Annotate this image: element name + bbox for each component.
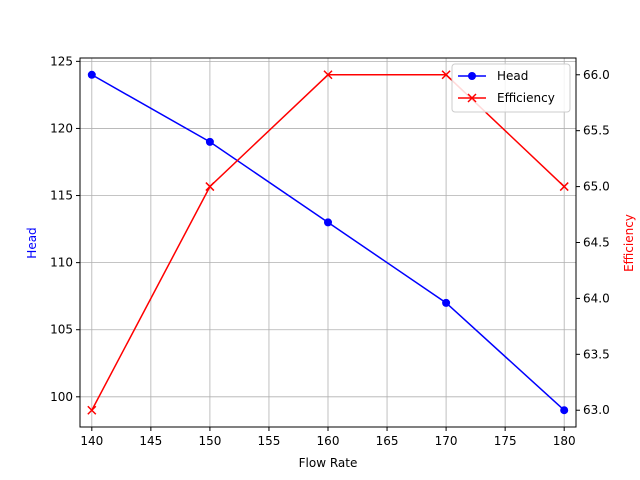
y-left-tick-label-105: 105 [50, 323, 73, 337]
y-right-tick-label-3: 64.5 [583, 236, 610, 250]
point-efficiency-150 [205, 182, 215, 192]
y-left-tick-label-100: 100 [50, 390, 73, 404]
legend-efficiency-label: Efficiency [497, 91, 555, 105]
y-right-tick-label-5: 65.5 [583, 124, 610, 138]
y-left-tick-label-120: 120 [50, 121, 73, 135]
y-axis-right: 63.0 63.5 64.0 64.5 65.0 65.5 66.0 [576, 68, 610, 417]
x-tick-label-140: 140 [80, 434, 103, 448]
point-efficiency-170 [441, 70, 451, 80]
legend-entry-efficiency: Efficiency [458, 91, 555, 105]
y-right-tick-label-6: 66.0 [583, 68, 610, 82]
x-axis-label: Flow Rate [299, 456, 358, 470]
x-tick-label-145: 145 [139, 434, 162, 448]
legend-entry-head: Head [458, 69, 528, 83]
x-tick-label-150: 150 [198, 434, 221, 448]
x-tick-label-175: 175 [494, 434, 517, 448]
point-efficiency-140 [87, 405, 97, 415]
series-markers [87, 70, 569, 415]
y-left-tick-label-110: 110 [50, 256, 73, 270]
x-tick-label-160: 160 [317, 434, 340, 448]
legend-efficiency-marker [467, 93, 477, 103]
grid-lines [80, 58, 576, 427]
point-efficiency-180 [559, 182, 569, 192]
y-left-tick-label-115: 115 [50, 189, 73, 203]
y-right-tick-label-1: 63.5 [583, 347, 610, 361]
x-tick-label-155: 155 [257, 434, 280, 448]
y-left-tick-label-125: 125 [50, 54, 73, 68]
point-head-180 [560, 406, 569, 415]
legend-head-label: Head [497, 69, 528, 83]
y-right-tick-label-2: 64.0 [583, 291, 610, 305]
y-right-tick-label-4: 65.0 [583, 180, 610, 194]
x-axis: 140 145 150 155 160 165 170 175 180 [80, 427, 576, 448]
point-head-150 [205, 137, 214, 146]
legend-head-marker [468, 72, 476, 80]
point-head-140 [87, 70, 96, 79]
y-axis-left-label: Head [25, 227, 39, 258]
y-axis-right-label: Efficiency [622, 214, 636, 272]
legend: Head Efficiency [451, 63, 571, 113]
x-tick-label-170: 170 [435, 434, 458, 448]
point-efficiency-160 [323, 70, 333, 80]
point-head-160 [324, 218, 332, 227]
point-head-170 [442, 298, 451, 307]
x-tick-label-165: 165 [376, 434, 399, 448]
y-right-tick-label-0: 63.0 [583, 403, 610, 417]
y-axis-left: 100 105 110 115 120 125 [50, 54, 80, 404]
x-tick-label-180: 180 [553, 434, 576, 448]
